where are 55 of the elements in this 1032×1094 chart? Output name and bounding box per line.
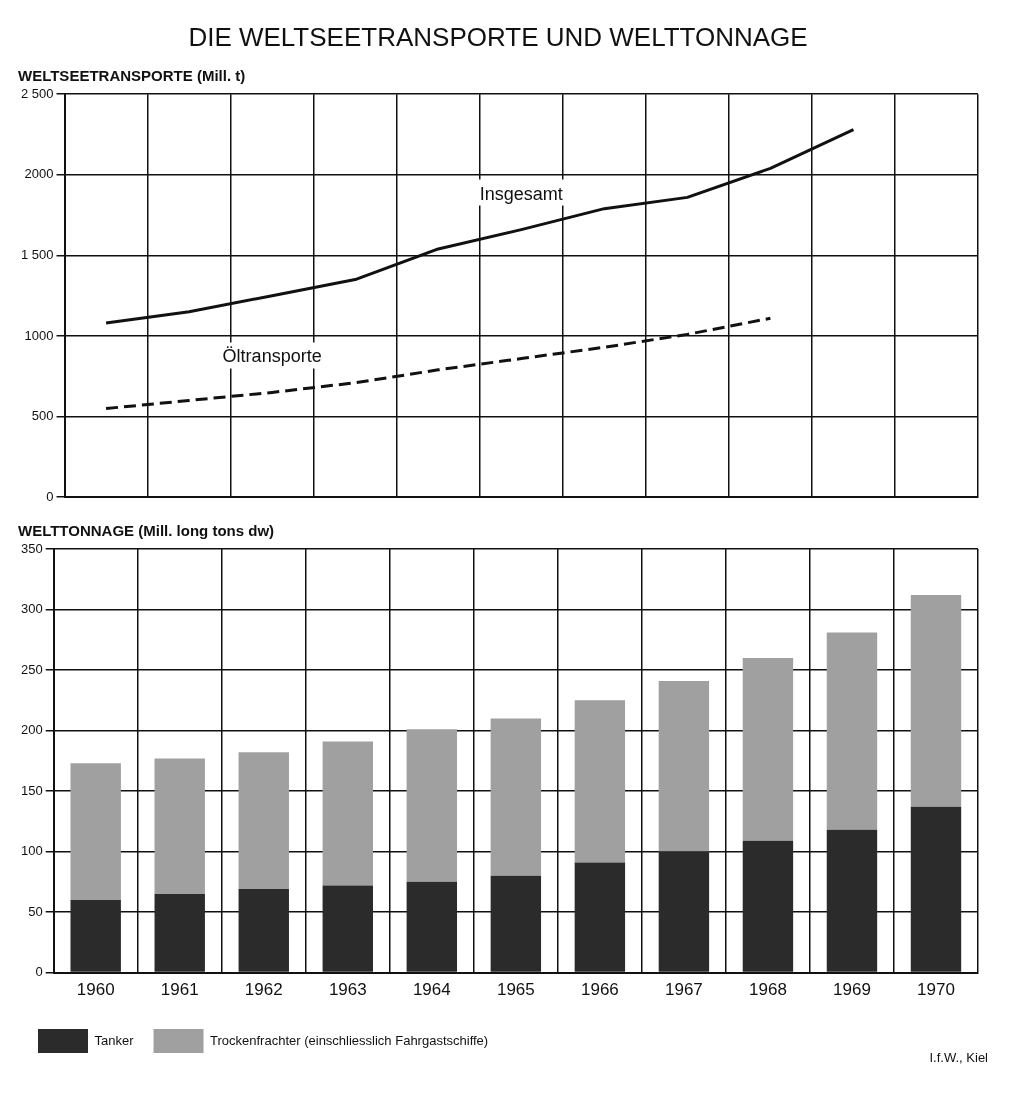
- legend-label: Tanker: [94, 1032, 135, 1048]
- bar: [910, 594, 962, 807]
- x-tick-label: 1966: [580, 980, 619, 1000]
- chart-title: WELTTONNAGE (Mill. long tons dw): [18, 522, 275, 540]
- y-tick-label: 250: [20, 661, 43, 677]
- y-tick-label: 350: [20, 540, 43, 556]
- bar: [238, 752, 289, 890]
- x-tick-label: 1968: [749, 980, 787, 1000]
- x-tick-label: 1970: [917, 980, 955, 1000]
- bar: [658, 851, 710, 972]
- bar: [658, 680, 710, 852]
- x-tick-label: 1962: [244, 980, 283, 1000]
- series-label: Öltransporte: [222, 346, 322, 367]
- y-tick-label: 500: [31, 408, 54, 424]
- y-tick-label: 1 500: [20, 246, 54, 262]
- y-tick-label: 50: [28, 903, 43, 919]
- y-tick-label: 300: [20, 601, 43, 617]
- bar: [70, 763, 121, 900]
- bar: [322, 741, 373, 886]
- bar: [574, 700, 626, 863]
- y-tick-label: 100: [20, 843, 43, 859]
- bar: [826, 632, 878, 830]
- text: I.f.W., Kiel: [929, 1049, 989, 1065]
- bar: [154, 758, 205, 894]
- x-tick-label: 1965: [496, 980, 535, 1000]
- y-tick-label: 0: [35, 964, 43, 980]
- chart-subtitle: WELTSEETRANSPORTE (Mill. t): [18, 67, 246, 85]
- bar: [406, 881, 458, 972]
- bar: [70, 899, 121, 972]
- y-tick-label: 150: [20, 782, 43, 798]
- x-tick-label: 1967: [664, 980, 703, 1000]
- y-tick-label: 200: [20, 722, 43, 738]
- bar: [406, 729, 458, 882]
- bar: [238, 889, 289, 972]
- x-tick-label: 1969: [833, 980, 871, 1000]
- y-tick-label: 1000: [24, 327, 54, 343]
- bar: [490, 875, 542, 972]
- x-tick-label: 1960: [76, 980, 115, 1000]
- series-label: Insgesamt: [479, 183, 563, 204]
- bar: [826, 829, 878, 972]
- x-tick-label: 1963: [328, 980, 367, 1000]
- chart-title: DIE WELTSEETRANSPORTE UND WELTTONNAGE: [188, 21, 808, 52]
- x-tick-label: 1961: [160, 980, 199, 1000]
- bar: [742, 657, 794, 841]
- bar: [490, 718, 542, 876]
- y-tick-label: 2000: [24, 166, 54, 182]
- y-tick-label: 2 500: [20, 85, 54, 101]
- bar: [574, 862, 626, 972]
- bar: [154, 893, 205, 972]
- bar: [910, 806, 962, 972]
- x-tick-label: 1964: [412, 980, 451, 1000]
- legend-label: Trockenfrachter (einschliesslich Fahrgastschiffe): [210, 1032, 489, 1048]
- bar: [742, 840, 794, 972]
- y-tick-label: 0: [46, 488, 54, 504]
- bar: [322, 885, 373, 972]
